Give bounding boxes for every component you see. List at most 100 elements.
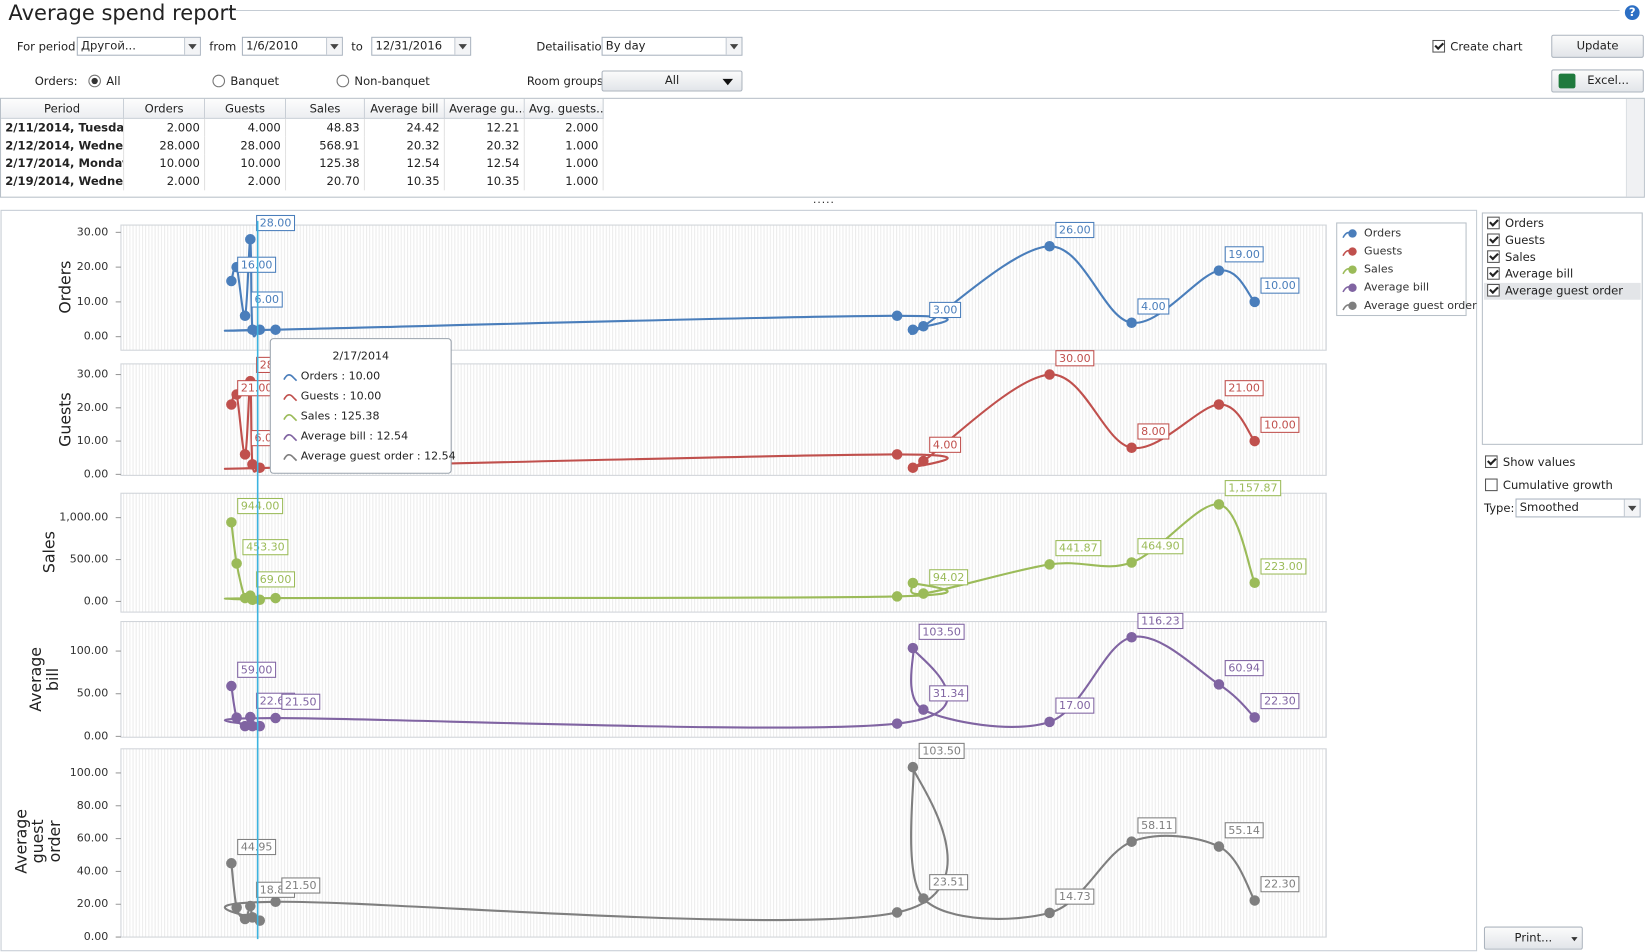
data-point — [231, 558, 242, 569]
label: Print... — [1514, 930, 1553, 945]
data-label-text: 453.30 — [246, 541, 285, 554]
dropdown-arrow[interactable] — [722, 78, 734, 86]
data-point — [247, 594, 258, 606]
radio[interactable] — [212, 74, 226, 88]
checkbox[interactable] — [1487, 250, 1500, 263]
data-label-box — [1137, 298, 1170, 315]
print-button[interactable]: Print... — [1483, 926, 1583, 950]
data-point — [907, 577, 919, 589]
checkbox[interactable] — [1485, 478, 1498, 492]
legend-icon — [1348, 247, 1357, 256]
dropdown-arrow[interactable] — [326, 37, 342, 55]
to-date[interactable]: 12/31/2016 — [371, 36, 472, 56]
data-point — [1044, 241, 1055, 252]
column-header[interactable]: Sales — [286, 98, 365, 119]
radio-non-banquet[interactable]: Non-banquet — [336, 74, 430, 88]
radio-banquet[interactable]: Banquet — [212, 74, 280, 89]
column-header[interactable]: Guests — [205, 98, 287, 119]
legend-icon — [1348, 229, 1357, 238]
data-point — [270, 324, 281, 335]
type-combo[interactable]: Smoothed — [1515, 498, 1641, 518]
data-label-text: 21.50 — [285, 695, 317, 708]
data-label-box — [1137, 423, 1170, 440]
column-header[interactable]: Orders — [124, 98, 206, 119]
data-point — [270, 896, 281, 908]
value: Другой... — [80, 38, 136, 53]
tooltip-icon — [283, 394, 298, 402]
column-header[interactable]: Average gu... — [444, 98, 525, 119]
cumulative-growth[interactable]: Cumulative growth — [1485, 478, 1613, 492]
tooltip-icon — [283, 453, 298, 462]
radio[interactable] — [336, 74, 350, 88]
data-label: 4.00 — [1137, 298, 1170, 315]
splitter[interactable]: ..... — [812, 194, 835, 207]
label: Sales — [1504, 250, 1536, 264]
y-tick-label: 10.00 — [77, 434, 109, 447]
checkbox[interactable] — [1487, 233, 1500, 247]
data-point — [891, 718, 903, 729]
column-header[interactable]: Period — [1, 98, 125, 119]
cell: 2/17/2014, Monday — [1, 154, 125, 173]
legend-icon — [1348, 265, 1357, 274]
update-button[interactable]: Update — [1551, 34, 1644, 58]
data-label-box — [237, 838, 277, 856]
data-point — [1213, 841, 1225, 852]
data-label-text: 21.00 — [241, 382, 273, 395]
data-label: 28.00 — [256, 214, 296, 232]
column-header[interactable]: Avg. guests... — [524, 98, 604, 119]
data-point — [891, 310, 903, 322]
cell: 1.000 — [525, 172, 604, 191]
cell: 2.000 — [525, 118, 604, 137]
checkbox[interactable] — [1432, 39, 1446, 53]
checkbox[interactable] — [1487, 216, 1500, 230]
radio-all[interactable]: All — [88, 74, 121, 88]
data-label: 44.95 — [237, 838, 277, 856]
data-point — [1044, 716, 1055, 728]
series-toggle[interactable]: Average bill — [1484, 266, 1641, 283]
show-values[interactable]: Show values — [1485, 455, 1575, 469]
data-point — [245, 900, 256, 912]
data-point — [918, 320, 929, 332]
data-label-text: 26.00 — [1059, 223, 1091, 236]
data-point — [254, 324, 266, 335]
dropdown-arrow[interactable] — [184, 37, 200, 55]
data-label: 116.23 — [1137, 612, 1184, 630]
room-groups-combo[interactable]: All — [601, 70, 743, 92]
y-tick-label: 0.00 — [84, 729, 109, 742]
scrollbar[interactable] — [1625, 98, 1644, 197]
excel-button[interactable]: Excel... — [1551, 69, 1644, 93]
data-point — [270, 592, 281, 604]
label: Guests — [1504, 233, 1545, 248]
dropdown-arrow[interactable] — [725, 37, 742, 55]
dropdown-arrow[interactable] — [454, 37, 471, 55]
radio[interactable] — [88, 74, 101, 88]
series-toggle[interactable]: Sales — [1484, 249, 1641, 266]
create-chart[interactable]: Create chart — [1432, 39, 1523, 54]
label: Banquet — [230, 74, 280, 89]
tooltip — [269, 338, 452, 474]
help-button[interactable]: ? — [1624, 5, 1640, 20]
checkbox[interactable] — [1487, 267, 1500, 280]
series-toggle[interactable]: Average guest order — [1483, 282, 1641, 300]
data-label-box — [1260, 558, 1307, 575]
data-point — [918, 704, 929, 715]
data-label: 69.00 — [256, 571, 296, 588]
series-toggle[interactable]: Guests — [1484, 232, 1641, 249]
detail-combo[interactable]: By day — [601, 36, 743, 56]
series-toggle[interactable]: Orders — [1484, 216, 1641, 233]
column-header[interactable]: Average bill — [364, 98, 445, 119]
dropdown-arrow[interactable] — [1623, 499, 1640, 517]
y-tick-label: 1,000.00 — [59, 511, 108, 524]
from-date[interactable]: 1/6/2010 — [241, 36, 343, 56]
data-label-box — [1260, 693, 1300, 710]
data-label-box — [929, 301, 962, 319]
period-combo[interactable]: Другой... — [76, 36, 201, 56]
data-label-box — [256, 214, 296, 232]
data-label: 4.00 — [929, 436, 962, 453]
checkbox[interactable] — [1485, 455, 1498, 469]
data-label: 1,157.87 — [1224, 480, 1282, 497]
dropdown-arrow[interactable] — [1571, 937, 1578, 942]
data-point — [907, 761, 919, 773]
label: Orders — [1504, 216, 1544, 231]
checkbox[interactable] — [1487, 283, 1500, 297]
